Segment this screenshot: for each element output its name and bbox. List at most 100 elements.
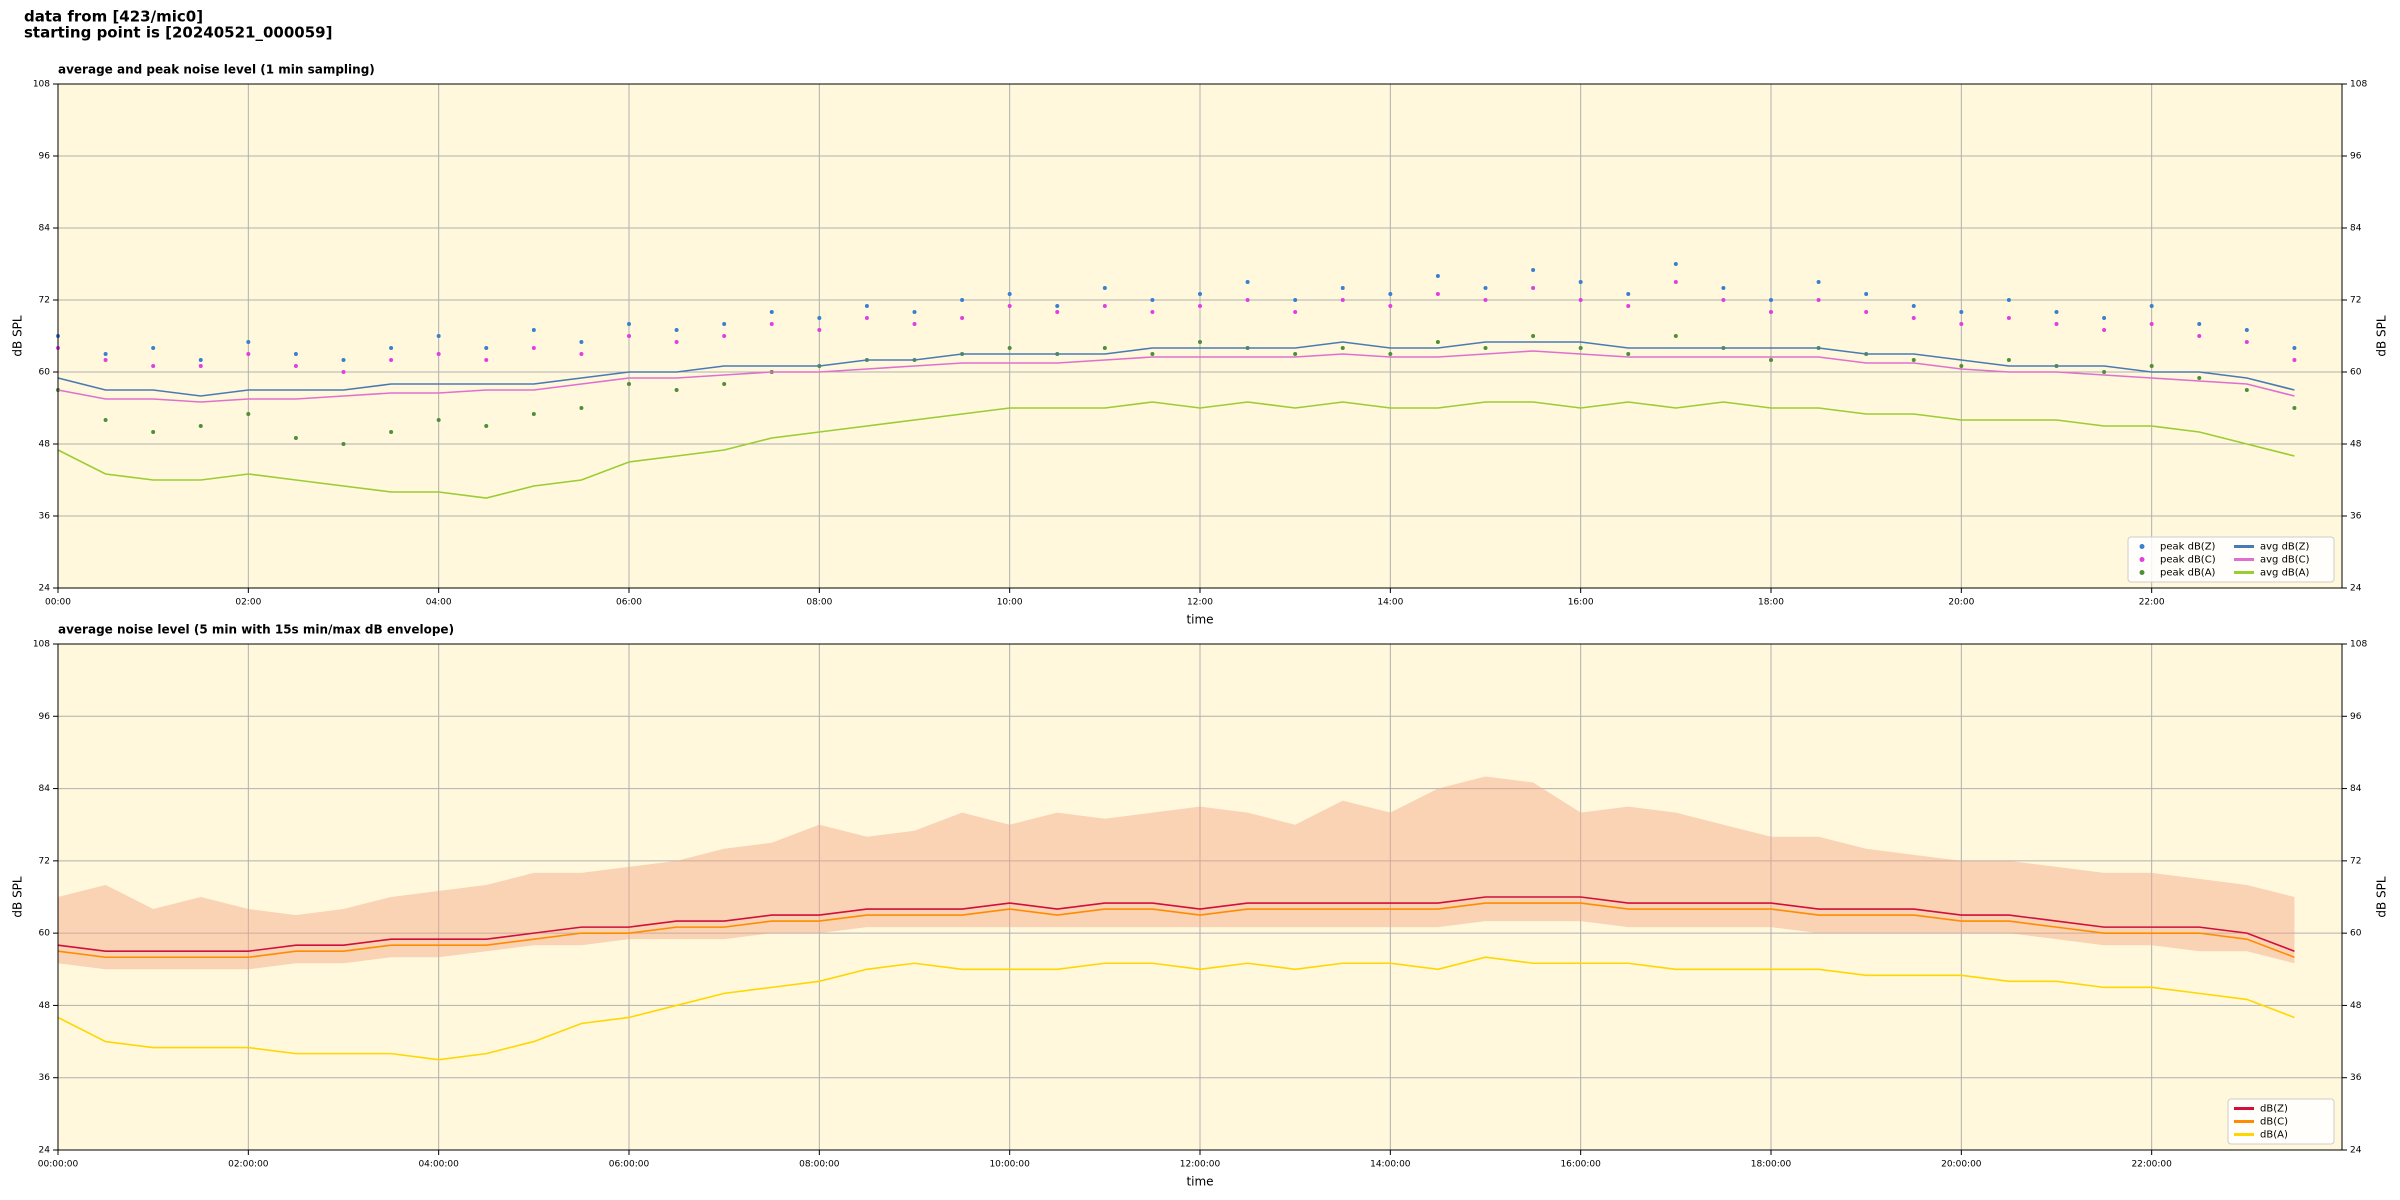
y-tick-label: 60 — [39, 929, 51, 939]
peak-dot — [912, 322, 917, 326]
peak-dot — [436, 334, 441, 338]
y-tick-label: 72 — [39, 296, 50, 306]
peak-dot — [2006, 358, 2011, 362]
x-tick-label: 16:00:00 — [1560, 1160, 1601, 1170]
peak-dot — [1578, 298, 1583, 302]
peak-dot — [2197, 334, 2202, 338]
peak-dot — [1388, 304, 1393, 308]
y-tick-label: 48 — [39, 1001, 51, 1011]
peak-dot — [579, 406, 584, 410]
x-tick-label: 04:00:00 — [418, 1160, 459, 1170]
y-tick-label: 36 — [39, 1073, 51, 1083]
peak-dot — [484, 346, 489, 350]
y-tick-label: 36 — [2350, 512, 2362, 522]
legend-swatch — [2139, 557, 2145, 562]
legend-label: dB(C) — [2260, 1117, 2288, 1128]
y-tick-label: 96 — [2350, 712, 2362, 722]
peak-dot — [2149, 322, 2154, 326]
x-tick-label: 10:00 — [997, 598, 1023, 608]
peak-dot — [1959, 322, 1964, 326]
peak-dot — [341, 442, 346, 446]
peak-dot — [1959, 310, 1964, 314]
peak-dot — [2054, 310, 2059, 314]
series-line — [57, 401, 2295, 499]
peak-dot — [1531, 268, 1536, 272]
peak-dot — [436, 418, 441, 422]
peak-dot — [246, 340, 251, 344]
peak-dot — [293, 364, 298, 368]
y-tick-label: 24 — [2350, 1146, 2362, 1156]
x-tick-label: 06:00 — [616, 598, 642, 608]
peak-dot — [2244, 388, 2249, 392]
series-line — [57, 350, 2295, 403]
peak-dot — [1435, 292, 1440, 296]
peak-dot — [103, 352, 108, 356]
peak-dot — [1721, 286, 1726, 290]
y-tick-label: 24 — [2350, 584, 2362, 594]
peak-dot — [2054, 322, 2059, 326]
y-axis-label: dB SPL — [11, 876, 25, 918]
y-axis-label: dB SPL — [11, 315, 25, 357]
peak-dot — [1340, 298, 1345, 302]
x-tick-label: 14:00:00 — [1370, 1160, 1411, 1170]
peak-dot — [1673, 280, 1678, 284]
peak-dot — [1150, 298, 1155, 302]
legend-label: peak dB(Z) — [2160, 542, 2216, 553]
peak-dot — [531, 412, 536, 416]
x-tick-label: 00:00 — [45, 598, 71, 608]
peak-dot — [722, 322, 727, 326]
plot-frame — [57, 83, 2343, 589]
peak-dot — [674, 340, 679, 344]
peak-dot — [198, 358, 203, 362]
series-line — [57, 341, 2295, 397]
peak-dot — [1435, 274, 1440, 278]
peak-dot — [2006, 298, 2011, 302]
x-tick-label: 22:00 — [2139, 598, 2165, 608]
legend-box — [2227, 1098, 2335, 1145]
peak-dot — [1007, 304, 1012, 308]
peak-dot — [1911, 358, 1916, 362]
peak-dot — [1959, 364, 1964, 368]
peak-dot — [1769, 310, 1773, 314]
peak-dot — [1102, 304, 1107, 308]
peak-dot — [2197, 322, 2202, 326]
legend-label: peak dB(A) — [2160, 568, 2216, 579]
y-tick-label: 96 — [39, 712, 51, 722]
peak-dot — [2149, 364, 2154, 368]
x-tick-label: 20:00:00 — [1941, 1160, 1982, 1170]
peak-dot — [1769, 358, 1773, 362]
peak-dot — [484, 424, 489, 428]
peak-dot — [1102, 286, 1107, 290]
legend-label: peak dB(C) — [2160, 555, 2216, 566]
peak-dot — [769, 310, 774, 314]
peak-dot — [2292, 346, 2297, 350]
peak-dot — [627, 322, 631, 326]
y-tick-label: 60 — [39, 368, 51, 378]
peak-dot — [1673, 334, 1678, 338]
peak-dot — [674, 328, 679, 332]
x-tick-label: 00:00:00 — [38, 1160, 79, 1170]
peak-dot — [627, 334, 631, 338]
y-tick-label: 96 — [2350, 152, 2362, 162]
x-tick-label: 18:00:00 — [1751, 1160, 1792, 1170]
x-tick-label: 18:00 — [1758, 598, 1784, 608]
legend-swatch — [2139, 570, 2145, 575]
x-tick-label: 08:00 — [806, 598, 832, 608]
peak-dot — [1340, 286, 1345, 290]
y-tick-label: 96 — [39, 152, 51, 162]
peak-dot — [1388, 292, 1393, 296]
legend: dB(Z) dB(C) dB(A) — [2227, 1098, 2335, 1145]
plot-frame — [57, 643, 2343, 1151]
y-tick-label: 108 — [2350, 80, 2367, 90]
peak-dot — [198, 364, 203, 368]
series-line — [57, 902, 2295, 959]
x-tick-label: 06:00:00 — [609, 1160, 650, 1170]
x-axis-label: time — [1186, 1175, 1213, 1189]
peak-dot — [1102, 346, 1107, 350]
peak-dot — [151, 364, 156, 368]
y-tick-label: 48 — [2350, 440, 2362, 450]
peak-dot — [484, 358, 489, 362]
peak-dot — [1007, 292, 1012, 296]
peak-dot — [1483, 286, 1488, 290]
y-tick-label: 108 — [33, 640, 50, 650]
